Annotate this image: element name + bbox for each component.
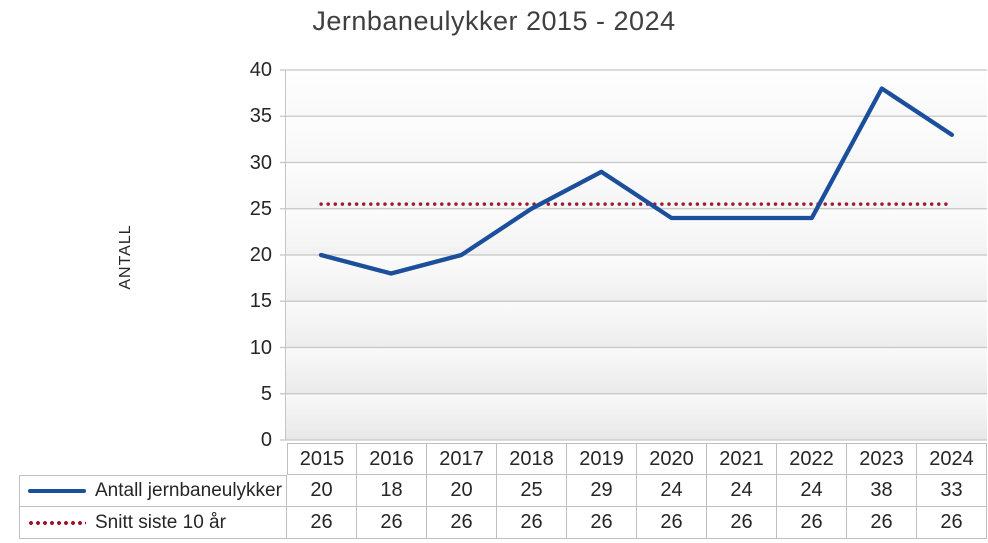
value-cell: 26 [287,507,357,539]
year-header-cell: 2019 [567,443,637,475]
value-cell: 26 [707,507,777,539]
legend-cell: Snitt siste 10 år [19,507,287,539]
y-tick-label: 35 [249,105,272,128]
y-tick-label: 40 [249,59,272,81]
y-tick-label: 10 [249,336,272,359]
value-cell: 26 [497,507,567,539]
legend-dotted-line-key-icon [28,519,86,526]
value-cell: 26 [637,507,707,539]
year-header-cell: 2024 [917,443,987,475]
y-tick-label: 25 [249,197,272,220]
value-cell: 25 [497,475,567,507]
legend-series-label: Antall jernbaneulykker [95,480,282,501]
value-cell: 26 [567,507,637,539]
value-cell: 20 [427,475,497,507]
value-cell: 24 [637,475,707,507]
value-cell: 29 [567,475,637,507]
value-cell: 26 [357,507,427,539]
y-tick-label: 15 [249,290,272,313]
y-tick-label: 20 [249,244,272,266]
value-cell: 33 [917,475,987,507]
value-cell: 20 [287,475,357,507]
year-header-cell: 2015 [287,443,357,475]
value-cell: 26 [917,507,987,539]
value-cell: 24 [777,475,847,507]
value-cell: 38 [847,475,917,507]
accidents-line [318,86,955,276]
chart-title: Jernbaneulykker 2015 - 2024 [312,6,676,36]
legend-solid-line-key-icon [28,489,86,493]
value-cell: 26 [847,507,917,539]
table-corner-spacer [19,443,287,475]
value-cell: 26 [427,507,497,539]
y-tick-label: 30 [249,151,272,174]
plot-svg [280,69,987,441]
legend-cell: Antall jernbaneulykker [19,475,287,507]
y-axis-label: ANTALL [117,224,134,290]
value-cell: 18 [357,475,427,507]
plot-area [280,69,987,441]
year-header-cell: 2018 [497,443,567,475]
year-header-cell: 2020 [637,443,707,475]
value-cell: 26 [777,507,847,539]
data-table: 2015 2016 2017 2018 2019 2020 2021 2022 2023 2024… [19,443,987,539]
year-header-cell: 2021 [707,443,777,475]
legend-series-label: Snitt siste 10 år [95,511,226,533]
year-header-cell: 2016 [357,443,427,475]
y-tick-label: 0 [260,429,272,451]
year-header-cell: 2017 [427,443,497,475]
y-tick-label: 5 [260,382,272,405]
year-header-cell: 2023 [847,443,917,475]
value-cell: 24 [707,475,777,507]
year-header-cell: 2022 [777,443,847,475]
